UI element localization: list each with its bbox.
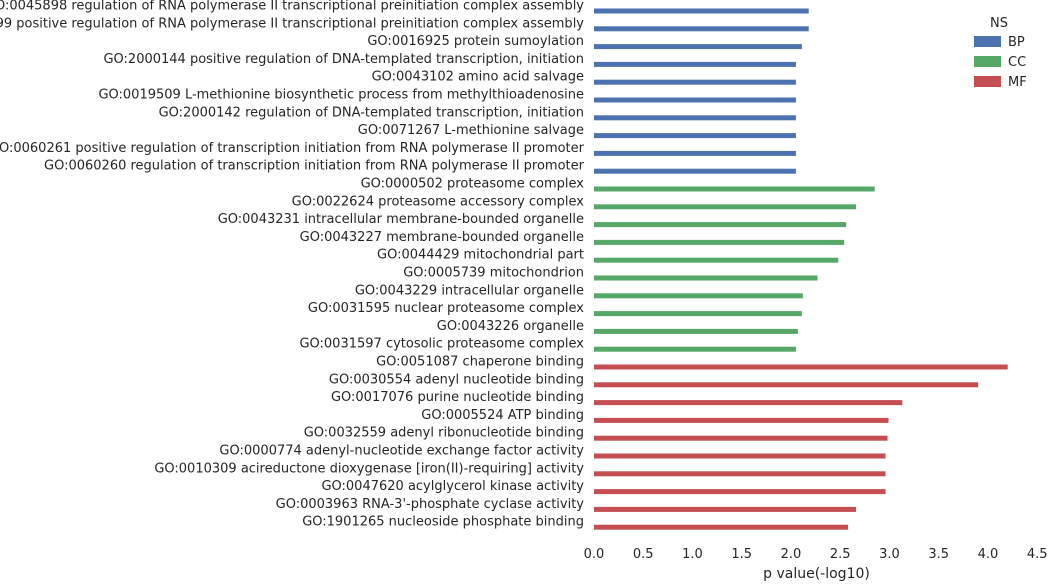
x-tick-label: 4.0 [978, 547, 999, 562]
category-label: GO:0043227 membrane-bounded organelle [300, 230, 584, 245]
category-label: GO:0032559 adenyl ribonucleotide binding [304, 426, 584, 441]
bar-bp [594, 26, 809, 32]
bars [594, 8, 1008, 530]
category-label: GO:0043231 intracellular membrane-bounde… [218, 212, 584, 227]
category-label: GO:2000142 regulation of DNA-templated t… [159, 105, 584, 120]
category-label: GO:0005739 mitochondrion [403, 266, 584, 281]
category-label: GO:0000502 proteasome complex [361, 177, 585, 192]
category-label: GO:0044429 mitochondrial part [377, 248, 584, 263]
category-label: GO:0010309 acireductone dioxygenase [iro… [154, 461, 584, 476]
category-label: GO:0019509 L-methionine biosynthetic pro… [98, 88, 584, 103]
category-label: GO:0043102 amino acid salvage [372, 70, 584, 85]
bar-mf [594, 400, 903, 406]
bar-mf [594, 435, 888, 441]
category-label: GO:1901265 nucleoside phosphate binding [302, 515, 584, 530]
x-tick-label: 1.5 [731, 547, 752, 562]
bar-mf [594, 382, 979, 388]
bar-mf [594, 417, 889, 423]
bar-cc [594, 222, 847, 228]
bar-bp [594, 61, 796, 67]
bar-mf [594, 364, 1008, 370]
bar-cc [594, 275, 818, 281]
category-label: GO:0000774 adenyl-nucleotide exchange fa… [219, 444, 584, 459]
x-tick-label: 2.5 [830, 547, 851, 562]
legend-swatch-mf [974, 76, 1001, 87]
x-axis: 0.0 0.5 1.0 1.5 2.0 2.5 3.0 3.5 4.0 4.5 [584, 547, 1048, 562]
category-label: GO:0043229 intracellular organelle [355, 283, 584, 298]
legend-label-bp: BP [1008, 35, 1025, 50]
category-label: GO:0022624 proteasome accessory complex [292, 194, 585, 209]
legend-swatch-bp [974, 36, 1001, 47]
category-labels: GO:0045898 regulation of RNA polymerase … [0, 0, 585, 530]
category-label: GO:0043226 organelle [437, 319, 584, 334]
bar-mf [594, 524, 849, 530]
category-label: GO:0017076 purine nucleotide binding [331, 390, 584, 405]
bar-mf [594, 489, 886, 495]
bar-cc [594, 204, 857, 210]
bar-bp [594, 168, 796, 174]
bar-mf [594, 453, 886, 459]
category-label: GO:2000144 positive regulation of DNA-te… [103, 52, 584, 67]
bar-mf [594, 506, 857, 512]
x-tick-label: 0.0 [584, 547, 605, 562]
bar-cc [594, 293, 803, 299]
legend-swatch-cc [974, 56, 1001, 67]
category-label: GO:0060261 positive regulation of transc… [0, 141, 585, 156]
bar-cc [594, 328, 798, 334]
bar-cc [594, 239, 845, 245]
x-axis-title: p value(-log10) [763, 566, 870, 582]
bar-cc [594, 311, 802, 317]
bar-mf [594, 471, 886, 477]
legend-title: NS [990, 16, 1008, 31]
category-label: GO:0045898 regulation of RNA polymerase … [0, 0, 584, 14]
bar-bp [594, 79, 796, 85]
bar-cc [594, 257, 839, 263]
legend-label-mf: MF [1008, 75, 1027, 90]
bar-bp [594, 133, 796, 139]
bar-cc [594, 346, 796, 352]
bar-bp [594, 8, 809, 14]
category-label: GO:0030554 adenyl nucleotide binding [329, 372, 584, 387]
category-label: GO:0005524 ATP binding [421, 408, 584, 423]
bar-bp [594, 97, 796, 103]
x-tick-label: 2.0 [781, 547, 802, 562]
category-label: GO:0060260 regulation of transcription i… [44, 159, 585, 174]
category-label: GO:0047620 acylglycerol kinase activity [321, 479, 584, 494]
legend-entries: BP CC MF [974, 35, 1027, 90]
category-label: GO:0031595 nuclear proteasome complex [308, 301, 584, 316]
bar-bp [594, 115, 796, 121]
bar-bp [594, 44, 802, 50]
category-label: GO:0071267 L-methionine salvage [358, 123, 584, 138]
bar-bp [594, 150, 796, 156]
x-tick-label: 3.5 [928, 547, 949, 562]
category-label: GO:0003963 RNA-3'-phosphate cyclase acti… [276, 497, 585, 512]
x-tick-label: 0.5 [633, 547, 654, 562]
x-tick-label: 4.5 [1027, 547, 1048, 562]
category-label: GO:0016925 protein sumoylation [367, 34, 584, 49]
x-tick-label: 1.0 [682, 547, 703, 562]
category-label: GO:0031597 cytosolic proteasome complex [299, 337, 584, 352]
category-label: GO:0045899 positive regulation of RNA po… [0, 16, 584, 31]
legend-label-cc: CC [1008, 55, 1026, 70]
category-label: GO:0051087 chaperone binding [376, 355, 584, 370]
legend: NS BP CC MF [974, 16, 1027, 90]
bar-cc [594, 186, 875, 192]
x-tick-label: 3.0 [879, 547, 900, 562]
